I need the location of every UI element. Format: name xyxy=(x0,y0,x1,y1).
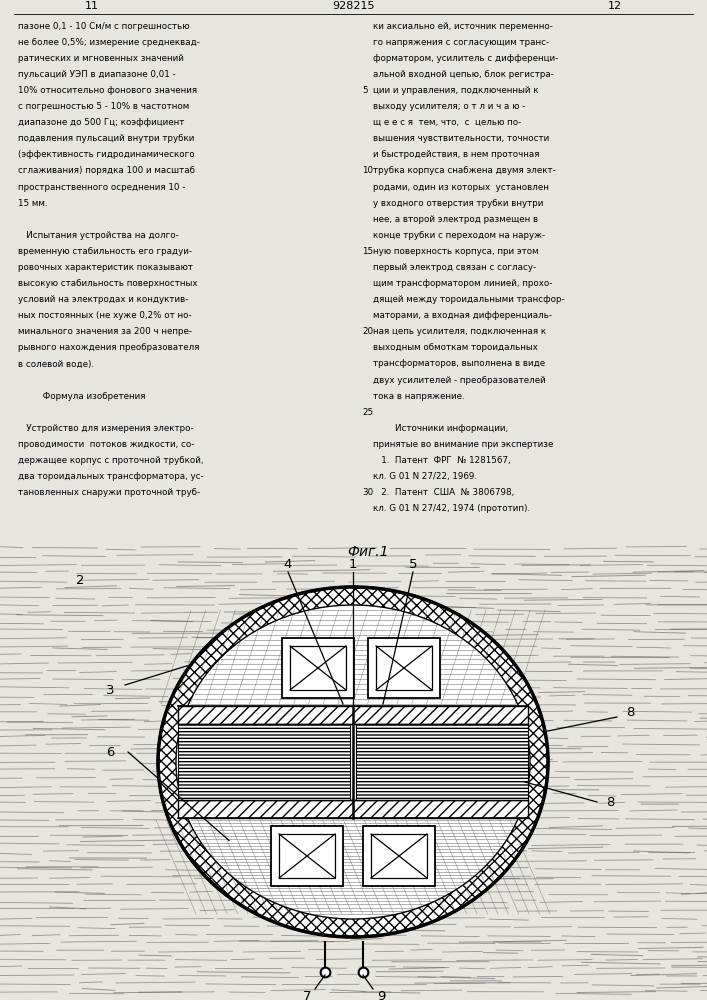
Ellipse shape xyxy=(176,605,530,919)
Bar xyxy=(271,826,343,886)
Bar xyxy=(290,646,346,690)
Text: 2.  Патент  США  № 3806798,: 2. Патент США № 3806798, xyxy=(373,488,515,497)
Text: тока в напряжение.: тока в напряжение. xyxy=(373,392,465,401)
Text: у входного отверстия трубки внутри: у входного отверстия трубки внутри xyxy=(373,199,544,208)
Ellipse shape xyxy=(176,605,530,919)
Text: 8: 8 xyxy=(626,706,634,718)
Text: диапазоне до 500 Гц; коэффициент: диапазоне до 500 Гц; коэффициент xyxy=(18,118,184,127)
Text: ных постоянных (не хуже 0,2% от но-: ных постоянных (не хуже 0,2% от но- xyxy=(18,311,192,320)
Text: ратических и мгновенных значений: ратических и мгновенных значений xyxy=(18,54,184,63)
Ellipse shape xyxy=(158,587,548,937)
Text: условий на электродах и кондуктив-: условий на электродах и кондуктив- xyxy=(18,295,188,304)
Text: вышения чувствительности, точности: вышения чувствительности, точности xyxy=(373,134,549,143)
Text: двух усилителей - преобразователей: двух усилителей - преобразователей xyxy=(373,376,546,385)
Text: го напряжения с согласующим транс-: го напряжения с согласующим транс- xyxy=(373,38,549,47)
Text: 11: 11 xyxy=(85,1,99,11)
Text: (эффективность гидродинамического: (эффективность гидродинамического xyxy=(18,150,194,159)
Text: пазоне 0,1 - 10 См/м с погрешностью: пазоне 0,1 - 10 См/м с погрешностью xyxy=(18,22,189,31)
Text: щим трансформатором линией, прохо-: щим трансформатором линией, прохо- xyxy=(373,279,553,288)
Text: 1.  Патент  ФРГ  № 1281567,: 1. Патент ФРГ № 1281567, xyxy=(373,456,511,465)
Text: Формула изобретения: Формула изобретения xyxy=(18,392,145,401)
Text: 15: 15 xyxy=(362,247,373,256)
Bar xyxy=(356,724,528,800)
Text: 12: 12 xyxy=(608,1,622,11)
Ellipse shape xyxy=(158,587,548,937)
Text: ки аксиально ей, источник переменно-: ки аксиально ей, источник переменно- xyxy=(373,22,553,31)
Text: проводимости  потоков жидкости, со-: проводимости потоков жидкости, со- xyxy=(18,440,194,449)
Text: в солевой воде).: в солевой воде). xyxy=(18,359,94,368)
Text: Источники информации,: Источники информации, xyxy=(373,424,508,433)
Text: ная цепь усилителя, подключенная к: ная цепь усилителя, подключенная к xyxy=(373,327,547,336)
Text: форматором, усилитель с дифференци-: форматором, усилитель с дифференци- xyxy=(373,54,559,63)
Text: выходным обмоткам тороидальных: выходным обмоткам тороидальных xyxy=(373,343,538,352)
Text: альной входной цепью, блок регистра-: альной входной цепью, блок регистра- xyxy=(373,70,554,79)
Text: 5: 5 xyxy=(362,86,368,95)
Text: родами, один из которых  установлен: родами, один из которых установлен xyxy=(373,183,549,192)
Text: рывного нахождения преобразователя: рывного нахождения преобразователя xyxy=(18,343,199,352)
Text: маторами, а входная дифференциаль-: маторами, а входная дифференциаль- xyxy=(373,311,552,320)
Bar xyxy=(279,834,335,878)
Text: ровочных характеристик показывают: ровочных характеристик показывают xyxy=(18,263,193,272)
Text: 6: 6 xyxy=(106,746,115,758)
Text: щ е е с я  тем, что,  с  целью по-: щ е е с я тем, что, с целью по- xyxy=(373,118,522,127)
Bar xyxy=(368,638,440,698)
Bar xyxy=(376,646,432,690)
Bar xyxy=(178,706,528,724)
Text: минального значения за 200 ч непре-: минального значения за 200 ч непре- xyxy=(18,327,192,336)
Text: ции и управления, подключенный к: ции и управления, подключенный к xyxy=(373,86,539,95)
Text: 4: 4 xyxy=(284,558,292,572)
Text: пространственного осреднения 10 -: пространственного осреднения 10 - xyxy=(18,183,185,192)
Text: ную поверхность корпуса, при этом: ную поверхность корпуса, при этом xyxy=(373,247,539,256)
Text: не более 0,5%; измерение среднеквад-: не более 0,5%; измерение среднеквад- xyxy=(18,38,199,47)
Bar xyxy=(282,638,354,698)
Text: 9: 9 xyxy=(377,990,385,1000)
Text: 8: 8 xyxy=(606,796,614,808)
Text: 10: 10 xyxy=(362,166,373,175)
Text: 25: 25 xyxy=(362,408,373,417)
Text: сглаживания) порядка 100 и масштаб: сглаживания) порядка 100 и масштаб xyxy=(18,166,194,175)
Bar xyxy=(363,826,435,886)
Text: 20: 20 xyxy=(362,327,373,336)
Text: кл. G 01 N 27/22, 1969.: кл. G 01 N 27/22, 1969. xyxy=(373,472,477,481)
Text: Фиг.1: Фиг.1 xyxy=(347,545,389,559)
Text: два тороидальных трансформатора, ус-: два тороидальных трансформатора, ус- xyxy=(18,472,204,481)
Text: выходу усилителя; о т л и ч а ю -: выходу усилителя; о т л и ч а ю - xyxy=(373,102,526,111)
Text: 10% относительно фонового значения: 10% относительно фонового значения xyxy=(18,86,197,95)
Text: 2: 2 xyxy=(76,574,84,586)
Text: с погрешностью 5 - 10% в частотном: с погрешностью 5 - 10% в частотном xyxy=(18,102,189,111)
Text: трансформаторов, выполнена в виде: трансформаторов, выполнена в виде xyxy=(373,359,545,368)
Text: и быстродействия, в нем проточная: и быстродействия, в нем проточная xyxy=(373,150,540,159)
Text: первый электрод связан с согласу-: первый электрод связан с согласу- xyxy=(373,263,537,272)
Text: конце трубки с переходом на наруж-: конце трубки с переходом на наруж- xyxy=(373,231,545,240)
Text: трубка корпуса снабжена двумя элект-: трубка корпуса снабжена двумя элект- xyxy=(373,166,556,175)
Text: дящей между тороидальными трансфор-: дящей между тороидальными трансфор- xyxy=(373,295,565,304)
Text: принятые во внимание при экспертизе: принятые во внимание при экспертизе xyxy=(373,440,554,449)
Text: высокую стабильность поверхностных: высокую стабильность поверхностных xyxy=(18,279,197,288)
Text: кл. G 01 N 27/42, 1974 (прототип).: кл. G 01 N 27/42, 1974 (прототип). xyxy=(373,504,530,513)
Text: временную стабильность его градуи-: временную стабильность его градуи- xyxy=(18,247,192,256)
Text: пульсаций УЭП в диапазоне 0,01 -: пульсаций УЭП в диапазоне 0,01 - xyxy=(18,70,175,79)
Text: Устройство для измерения электро-: Устройство для измерения электро- xyxy=(18,424,193,433)
Text: 15 мм.: 15 мм. xyxy=(18,199,47,208)
Text: Испытания устройства на долго-: Испытания устройства на долго- xyxy=(18,231,178,240)
Text: 7: 7 xyxy=(303,990,311,1000)
Text: 3: 3 xyxy=(106,684,115,696)
Text: 30: 30 xyxy=(362,488,373,497)
Text: 1: 1 xyxy=(349,558,357,572)
Text: 928215: 928215 xyxy=(332,1,375,11)
Text: тановленных снаружи проточной труб-: тановленных снаружи проточной труб- xyxy=(18,488,200,497)
Text: нее, а второй электрод размещен в: нее, а второй электрод размещен в xyxy=(373,215,539,224)
Text: 5: 5 xyxy=(409,558,417,572)
Bar xyxy=(371,834,427,878)
Bar xyxy=(178,800,528,818)
Text: подавления пульсаций внутри трубки: подавления пульсаций внутри трубки xyxy=(18,134,194,143)
Bar xyxy=(178,724,350,800)
Text: держащее корпус с проточной трубкой,: держащее корпус с проточной трубкой, xyxy=(18,456,203,465)
